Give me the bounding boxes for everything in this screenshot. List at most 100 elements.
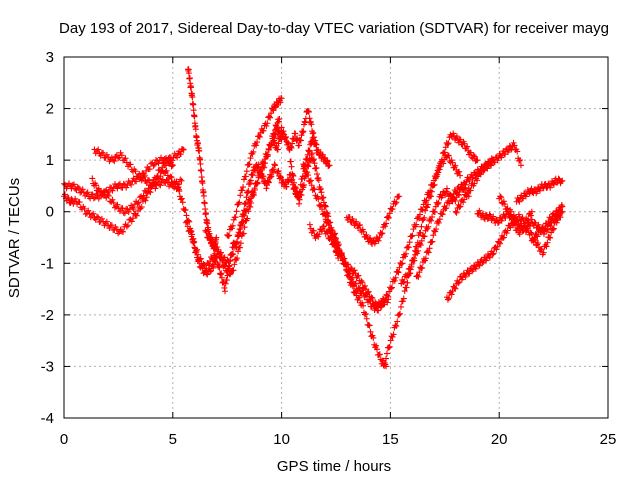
data-point	[322, 203, 329, 210]
x-tick-label: 25	[600, 431, 617, 448]
data-point	[419, 206, 426, 213]
data-point	[65, 194, 72, 201]
data-point	[440, 160, 447, 167]
data-point	[79, 186, 86, 193]
data-point	[156, 181, 163, 188]
data-point	[214, 244, 221, 251]
data-point	[277, 99, 284, 106]
data-point	[323, 157, 330, 164]
data-point	[381, 299, 388, 306]
data-point	[361, 311, 368, 318]
data-point	[185, 70, 192, 77]
data-point	[277, 134, 284, 141]
data-point	[479, 259, 486, 266]
data-point	[310, 227, 317, 234]
data-point	[443, 204, 450, 211]
data-point	[289, 172, 296, 179]
data-point	[326, 162, 333, 169]
data-point	[289, 140, 296, 147]
data-point	[402, 253, 409, 260]
data-point	[266, 113, 273, 120]
data-point	[213, 234, 220, 241]
data-point	[143, 188, 150, 195]
data-point	[197, 255, 204, 262]
series-25	[513, 175, 566, 205]
data-point	[319, 206, 326, 213]
data-point	[270, 130, 277, 137]
data-point	[555, 175, 562, 182]
data-point	[196, 256, 203, 263]
y-tick-label: 2	[46, 101, 54, 118]
data-point	[445, 152, 452, 159]
data-point	[375, 237, 382, 244]
data-point	[183, 212, 190, 219]
data-point	[498, 154, 505, 161]
data-point	[404, 279, 411, 286]
data-point	[417, 229, 424, 236]
data-point	[244, 189, 251, 196]
data-point	[226, 271, 233, 278]
data-point	[407, 266, 414, 273]
data-point	[140, 192, 147, 199]
data-point	[305, 108, 312, 115]
x-axis-label: GPS time / hours	[277, 458, 391, 475]
data-point	[383, 363, 390, 370]
data-point	[489, 251, 496, 258]
data-point	[298, 192, 305, 199]
data-point	[519, 214, 526, 221]
data-point	[311, 160, 318, 167]
data-point	[379, 230, 386, 237]
series-26	[528, 202, 566, 246]
data-point	[434, 201, 441, 208]
series-22	[452, 139, 524, 216]
data-point	[355, 284, 362, 291]
data-point	[125, 222, 132, 229]
data-point	[451, 284, 458, 291]
data-point	[234, 239, 241, 246]
data-point	[146, 177, 153, 184]
data-point	[232, 214, 239, 221]
data-point	[313, 164, 320, 171]
data-point	[462, 273, 469, 280]
data-point	[403, 284, 410, 291]
data-point	[174, 154, 181, 161]
series-8	[224, 95, 285, 239]
data-point	[154, 172, 161, 179]
data-point	[291, 179, 298, 186]
data-point	[128, 181, 135, 188]
data-point	[240, 207, 247, 214]
data-point	[218, 270, 225, 277]
data-point	[474, 157, 481, 164]
data-point	[311, 186, 318, 193]
data-point	[385, 214, 392, 221]
data-point	[531, 236, 538, 243]
data-point	[83, 190, 90, 197]
data-point	[177, 176, 184, 183]
data-point	[224, 265, 231, 272]
data-point	[235, 233, 242, 240]
data-point	[300, 128, 307, 135]
data-point	[270, 166, 277, 173]
data-point	[547, 222, 554, 229]
data-point	[404, 271, 411, 278]
data-point	[253, 142, 260, 149]
data-point	[369, 295, 376, 302]
data-point	[541, 225, 548, 232]
data-point	[463, 193, 470, 200]
data-point	[346, 270, 353, 277]
data-point	[260, 173, 267, 180]
data-point	[429, 213, 436, 220]
data-point	[176, 181, 183, 188]
data-point	[214, 260, 221, 267]
data-point	[353, 218, 360, 225]
data-point	[378, 230, 385, 237]
data-point	[365, 288, 372, 295]
data-point	[88, 211, 95, 218]
data-point	[386, 210, 393, 217]
x-tick-label: 15	[382, 431, 399, 448]
data-point	[414, 272, 421, 279]
data-point	[268, 173, 275, 180]
data-point	[255, 133, 262, 140]
data-point	[385, 344, 392, 351]
data-point	[115, 155, 122, 162]
